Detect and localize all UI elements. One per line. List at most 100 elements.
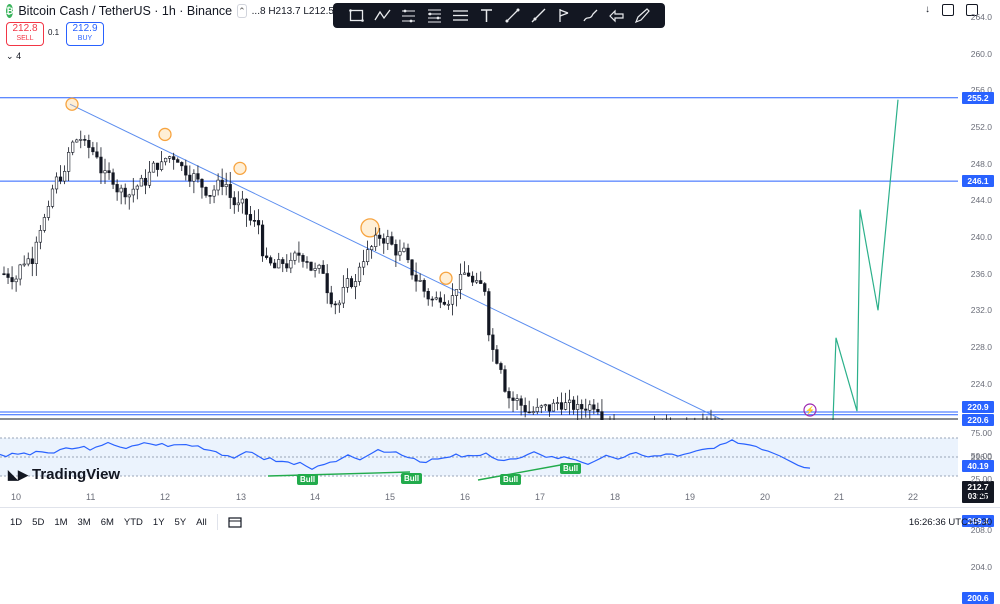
price-tick: 236.0 — [970, 268, 992, 279]
range-1m[interactable]: 1M — [54, 516, 68, 528]
candle-body — [297, 252, 301, 256]
candle-body — [269, 257, 273, 264]
candle-body — [402, 247, 406, 252]
arrow-down-icon[interactable]: ↓ — [925, 4, 930, 15]
candle-body — [107, 170, 111, 174]
horizontal-lines-icon[interactable] — [451, 6, 470, 25]
candle-body — [572, 399, 576, 410]
buy-button[interactable]: 212.9 BUY — [66, 22, 104, 46]
last-price-value: 212.7 — [967, 482, 989, 493]
candle-body — [184, 165, 188, 176]
buy-price: 212.9 — [72, 23, 98, 34]
price-tick: 264.0 — [970, 12, 992, 23]
candle-body — [293, 252, 297, 261]
range-ytd[interactable]: YTD — [123, 516, 143, 528]
candle-body — [176, 159, 180, 163]
trendline-touch-circle — [360, 218, 380, 238]
indicators-toggle[interactable]: ⌄ 4 — [6, 51, 21, 62]
path-icon[interactable] — [373, 6, 392, 25]
drawing-toolbar — [333, 3, 665, 28]
level-label-209: 209.4 — [962, 515, 994, 527]
candle-body — [471, 275, 475, 283]
trendline-touch-circle — [233, 161, 247, 175]
trend-line-icon[interactable] — [503, 6, 522, 25]
sell-label: SELL — [16, 35, 34, 42]
parallel-channel-icon[interactable] — [399, 6, 418, 25]
candle-body — [576, 404, 580, 410]
time-tick: 14 — [310, 492, 321, 502]
clock[interactable]: 16:26:36 UTC+5:30 — [908, 517, 992, 528]
candle-body — [26, 258, 30, 265]
candle-body — [244, 198, 249, 215]
price-axis[interactable]: 264.0 260.0 256.0 252.0 248.0 244.0 240.0 236.0… — [958, 0, 1000, 604]
range-all[interactable]: All — [196, 516, 207, 528]
ray-icon[interactable] — [529, 6, 548, 25]
date-range-icon[interactable] — [228, 516, 242, 528]
arrow-marker-icon[interactable] — [607, 6, 626, 25]
candle-body — [479, 280, 483, 284]
price-tick: 248.0 — [970, 158, 992, 169]
candle-body — [123, 187, 127, 198]
candle-body — [337, 302, 341, 306]
fullscreen-icon[interactable] — [942, 4, 954, 16]
candle-body — [58, 176, 63, 182]
snapshot-icon[interactable] — [966, 4, 978, 16]
symbol-title[interactable]: Bitcoin Cash / TetherUS · 1h · Binance — [18, 4, 233, 18]
symbol-header[interactable]: ₿ Bitcoin Cash / TetherUS · 1h · Binance… — [0, 0, 352, 22]
ohlc-values: ...8 H213.7 L212.5 C... — [251, 5, 353, 17]
chevron-up-icon[interactable]: ⌃ — [237, 4, 247, 18]
candle-body — [164, 157, 168, 163]
time-tick: 16 — [460, 492, 471, 502]
settings-icon[interactable] — [975, 490, 989, 504]
range-3m[interactable]: 3M — [77, 516, 91, 528]
bull-label: Bull — [297, 474, 319, 485]
candle-body — [527, 411, 531, 414]
candle-body — [155, 162, 160, 170]
rsi-axis[interactable]: 75.00 50.00 25.00 40.19 — [958, 420, 1000, 488]
alert-icon[interactable]: ⚡ — [803, 403, 817, 417]
candle-body — [50, 188, 55, 207]
rsi-pane[interactable] — [0, 420, 958, 488]
logo-text: TradingView — [32, 466, 121, 483]
rsi-current-label: 40.19 — [962, 460, 994, 472]
sell-button[interactable]: 212.8 SELL — [6, 22, 44, 46]
range-1y[interactable]: 1Y — [152, 516, 165, 528]
price-tick: 240.0 — [970, 232, 992, 243]
candle-body — [10, 277, 14, 283]
candle-body — [309, 261, 313, 271]
trendline-touch-circle — [439, 271, 453, 285]
range-5d[interactable]: 5D — [32, 516, 45, 528]
price-tick: 204.0 — [970, 561, 992, 572]
fib-retracement-icon[interactable] — [425, 6, 444, 25]
tradingview-logo[interactable]: ◣▶ TradingView — [8, 466, 120, 483]
price-tick: 260.0 — [970, 48, 992, 59]
candle-body — [256, 220, 261, 226]
green-projection-path — [832, 99, 899, 420]
range-5y[interactable]: 5Y — [174, 516, 187, 528]
candle-body — [180, 162, 184, 167]
price-tick: 216.0 — [970, 451, 992, 462]
top-right-controls: ↓ — [925, 4, 978, 16]
range-1d[interactable]: 1D — [10, 516, 23, 528]
rsi-tick: 25.00 — [970, 474, 992, 484]
candle-body — [264, 255, 269, 258]
price-tick: 224.0 — [970, 378, 992, 389]
text-icon[interactable] — [477, 6, 496, 25]
time-tick: 17 — [535, 492, 546, 502]
candle-body — [394, 244, 398, 256]
rectangle-icon[interactable] — [347, 6, 366, 25]
range-6m[interactable]: 6M — [100, 516, 114, 528]
brush-icon[interactable] — [581, 6, 600, 25]
candle-body — [87, 140, 91, 148]
candle-body — [67, 152, 71, 172]
trend-line[interactable] — [69, 103, 903, 420]
candle-body — [277, 259, 281, 269]
candle-body — [127, 194, 131, 198]
candle-body — [491, 334, 495, 350]
pencil-icon[interactable] — [633, 6, 652, 25]
long-position-icon[interactable] — [555, 6, 574, 25]
candle-body — [333, 303, 337, 306]
time-axis[interactable]: 10 11 12 13 14 15 16 17 18 19 20 21 22 — [0, 488, 958, 506]
indicators-count: 4 — [16, 51, 22, 61]
price-chart[interactable]: ⚡ — [0, 0, 958, 420]
